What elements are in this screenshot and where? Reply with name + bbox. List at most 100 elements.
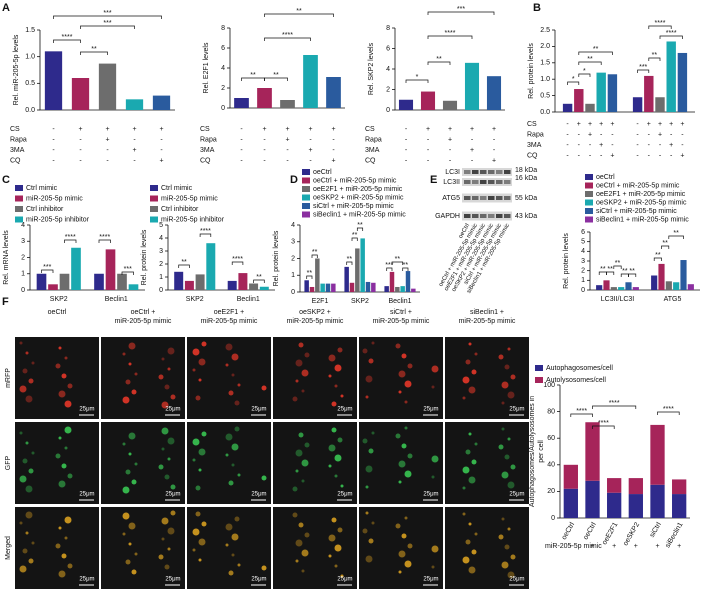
cell-dot bbox=[192, 348, 200, 356]
significance-label: *** bbox=[103, 20, 111, 27]
bar bbox=[677, 52, 688, 112]
cell-dot bbox=[507, 347, 511, 351]
condition-sign: + bbox=[132, 147, 136, 154]
significance-bracket bbox=[80, 25, 135, 29]
cell-dot bbox=[501, 401, 505, 405]
cell-dot bbox=[407, 543, 413, 549]
cell-dot bbox=[431, 565, 435, 569]
cell-dot bbox=[498, 534, 504, 540]
cell-dot bbox=[431, 365, 439, 373]
cell-dot bbox=[334, 454, 342, 462]
significance-bracket bbox=[98, 239, 111, 243]
cell-dot bbox=[404, 516, 408, 520]
significance-label: *** bbox=[103, 10, 111, 17]
bar bbox=[610, 287, 617, 290]
cell-dot bbox=[22, 368, 28, 374]
blot-band bbox=[496, 196, 503, 200]
condition-sign: - bbox=[670, 131, 673, 138]
micrograph bbox=[15, 337, 99, 419]
condition-sign: + bbox=[680, 121, 684, 128]
cell-dot bbox=[507, 571, 515, 579]
significance-bracket bbox=[628, 273, 637, 277]
bar bbox=[44, 51, 63, 110]
condition-sign: - bbox=[240, 147, 243, 154]
significance-label: **** bbox=[282, 32, 293, 39]
legend-label: miR-205-5p inhibitor bbox=[161, 216, 225, 223]
cell-dot bbox=[337, 527, 343, 533]
significance-bracket bbox=[648, 25, 672, 29]
significance-label: **** bbox=[598, 420, 609, 427]
y-tick-label: 1 bbox=[581, 277, 585, 284]
y-tick-label: 6 bbox=[581, 229, 585, 236]
condition-sign: + bbox=[132, 126, 136, 133]
cell-dot bbox=[498, 354, 504, 360]
cell-dot bbox=[292, 486, 298, 492]
cell-dot bbox=[401, 533, 407, 539]
condition-sign: - bbox=[670, 152, 673, 159]
y-tick-label: 8 bbox=[386, 25, 390, 32]
condition-sign: + bbox=[669, 142, 673, 149]
legend-swatch bbox=[585, 174, 593, 180]
condition-sign: + bbox=[285, 126, 289, 133]
cell-dot bbox=[158, 554, 164, 560]
legend-swatch bbox=[302, 169, 310, 175]
cell-dot bbox=[401, 353, 407, 359]
bar bbox=[98, 63, 117, 110]
cell-dot bbox=[398, 390, 402, 394]
condition-label: CS bbox=[527, 121, 537, 128]
cell-dot bbox=[192, 458, 196, 462]
legend-swatch bbox=[302, 177, 310, 184]
cell-dot bbox=[164, 474, 170, 480]
cell-dot bbox=[64, 516, 72, 524]
bar-segment bbox=[650, 424, 665, 485]
legend-label: Ctrl mimic bbox=[161, 185, 193, 192]
significance-label: **** bbox=[200, 228, 211, 235]
legend-label: oeCtrl bbox=[313, 169, 332, 176]
cell-dot bbox=[198, 378, 202, 382]
significance-label: ** bbox=[181, 259, 187, 266]
cell-dot bbox=[474, 532, 478, 536]
cell-dot bbox=[25, 395, 33, 403]
cell-dot bbox=[301, 389, 305, 393]
cell-dot bbox=[234, 516, 240, 522]
y-tick-label: 4 bbox=[386, 66, 390, 73]
legend-label: oeSKP2 + miR-205-5p mimic bbox=[596, 199, 687, 206]
significance-bracket bbox=[253, 279, 265, 283]
bar bbox=[585, 103, 595, 112]
cell-dot bbox=[340, 484, 344, 488]
blot-band bbox=[504, 214, 511, 218]
cell-dot bbox=[161, 427, 169, 435]
condition-sign: + bbox=[331, 157, 335, 164]
y-axis-label: Rel. SKP2 levels bbox=[368, 42, 375, 95]
cell-dot bbox=[261, 475, 267, 481]
cell-dot bbox=[28, 378, 34, 384]
cell-dot bbox=[292, 512, 298, 518]
condition-sign: + bbox=[262, 126, 266, 133]
condition-sign: - bbox=[263, 147, 266, 154]
cell-dot bbox=[164, 384, 170, 390]
bar bbox=[48, 284, 58, 290]
y-tick-label: 1.5 bbox=[540, 60, 550, 67]
condition-sign: + bbox=[492, 126, 496, 133]
scale-label: 25μm bbox=[509, 407, 524, 413]
blot-band bbox=[472, 170, 479, 174]
legend-label: oeCtrl + miR-205-5p mimic bbox=[596, 182, 680, 189]
cell-dot bbox=[328, 464, 332, 468]
cell-dot bbox=[301, 369, 309, 377]
x-tick-label: SKP2 bbox=[186, 296, 204, 303]
scale-label: 25μm bbox=[423, 577, 438, 583]
cell-dot bbox=[192, 368, 196, 372]
y-tick-label: 1 bbox=[159, 274, 163, 281]
bar-segment bbox=[628, 494, 643, 518]
bar bbox=[257, 88, 272, 108]
legend-swatch bbox=[150, 216, 158, 223]
cell-dot bbox=[395, 523, 401, 529]
cell-dot bbox=[468, 522, 472, 526]
bar bbox=[574, 89, 584, 112]
condition-label: CQ bbox=[365, 157, 376, 164]
blot-band bbox=[488, 180, 495, 184]
legend-swatch bbox=[302, 186, 310, 192]
significance-label: **** bbox=[232, 256, 243, 263]
significance-label: ** bbox=[352, 232, 358, 239]
blot-band bbox=[496, 180, 503, 184]
